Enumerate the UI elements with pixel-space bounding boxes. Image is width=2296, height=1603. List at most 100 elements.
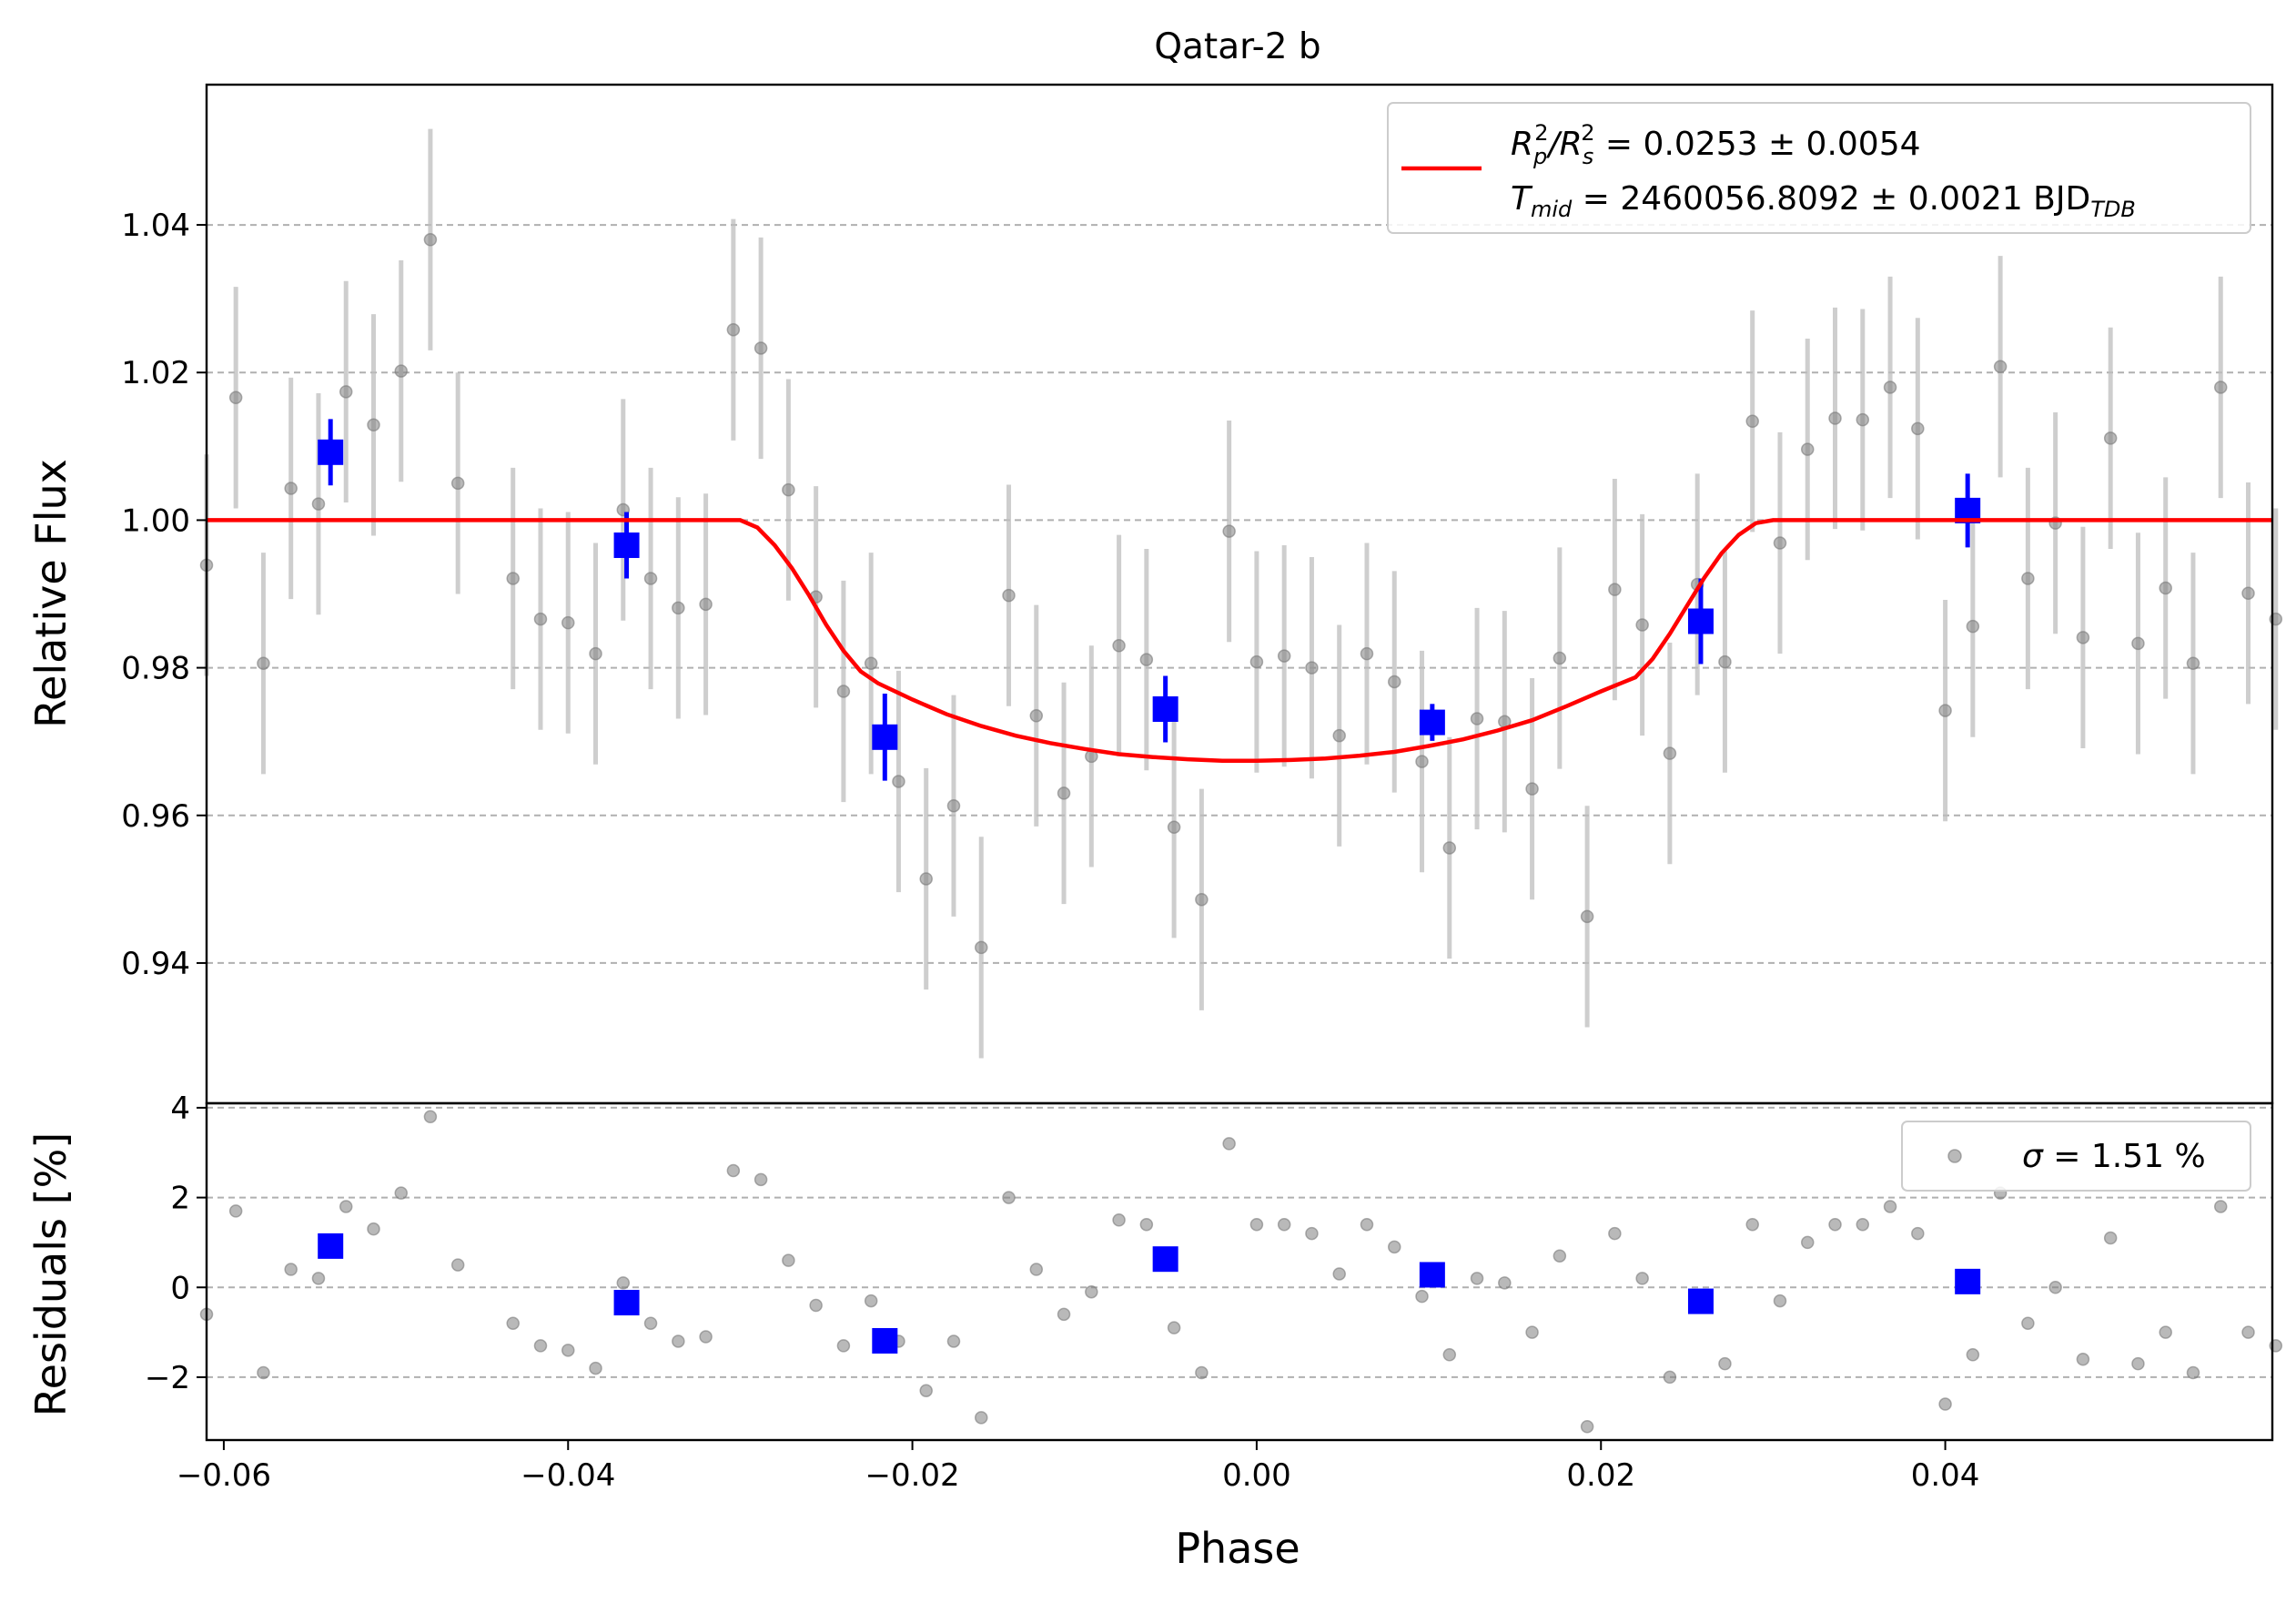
raw-data-point	[672, 601, 685, 615]
residual-point	[1773, 1294, 1787, 1308]
x-tick-label: 0.02	[1566, 1457, 1635, 1494]
residual-point	[1966, 1348, 1980, 1362]
legend-residual-marker	[1947, 1149, 1962, 1163]
flux-y-tick-label: 1.02	[121, 355, 190, 391]
residual-point	[2214, 1200, 2228, 1213]
raw-data-point	[1249, 654, 1264, 669]
binned-data-point	[613, 532, 640, 558]
raw-data-point	[1112, 639, 1126, 653]
flux-y-tick-label: 1.00	[121, 502, 190, 539]
raw-data-point	[1883, 380, 1897, 394]
flux-y-ticks: 0.94 0.96 0.98 1.00 1.02 1.04	[121, 208, 207, 982]
legend-tmid-label: Tmid = 2460056.8092 ± 0.0021 BJDTDB	[1511, 180, 2136, 222]
residuals-y-tick-label: 0	[170, 1270, 190, 1306]
residual-point	[311, 1272, 326, 1285]
raw-data-point	[726, 322, 741, 337]
residual-point	[1085, 1284, 1098, 1299]
residual-point	[1801, 1235, 1815, 1250]
residual-point	[975, 1411, 988, 1425]
residual-point	[1442, 1348, 1457, 1362]
raw-data-point	[1195, 892, 1209, 907]
residual-point	[1745, 1217, 1759, 1232]
residual-point	[450, 1258, 465, 1272]
flux-panel: 0.94 0.96 0.98 1.00 1.02 1.04 Relative Flux R…	[26, 83, 2283, 1105]
residual-point	[1911, 1226, 1925, 1241]
raw-data-point	[1828, 411, 1842, 425]
residual-point	[1663, 1370, 1677, 1385]
raw-data-point	[946, 798, 961, 813]
x-tick-label: −0.04	[521, 1457, 615, 1494]
residual-point	[2103, 1231, 2118, 1245]
raw-data-point	[2214, 380, 2228, 394]
raw-data-point	[643, 572, 658, 585]
raw-data-point	[782, 482, 795, 497]
residual-point	[672, 1334, 685, 1348]
raw-data-point	[1442, 841, 1457, 855]
residuals-raw-points	[199, 1110, 2283, 1434]
flux-gridlines	[207, 224, 2272, 964]
residual-point	[1139, 1217, 1154, 1232]
residuals-axes-frame	[205, 1101, 2274, 1442]
raw-data-point	[892, 775, 905, 788]
raw-data-point	[1856, 412, 1870, 427]
raw-data-point	[589, 646, 602, 661]
residual-point	[1360, 1217, 1374, 1232]
residual-point	[1167, 1321, 1181, 1334]
binned-residual-point	[1687, 1288, 1714, 1314]
raw-data-point	[2159, 581, 2172, 595]
residual-point	[864, 1294, 878, 1308]
raw-data-point	[1745, 414, 1759, 429]
residual-point	[394, 1186, 409, 1200]
raw-data-point	[1938, 704, 1952, 717]
binned-residual-point	[1955, 1268, 1981, 1294]
raw-data-point	[1525, 782, 1539, 796]
flux-y-tick-label: 0.98	[121, 651, 190, 687]
residual-point	[589, 1361, 602, 1375]
raw-data-point	[533, 612, 548, 626]
residual-point	[506, 1316, 520, 1330]
raw-data-point	[339, 385, 353, 399]
residuals-legend-box	[1901, 1121, 2251, 1192]
residual-point	[1608, 1226, 1622, 1241]
x-tick-label: 0.00	[1222, 1457, 1291, 1494]
residual-point	[754, 1172, 768, 1187]
raw-data-point	[2131, 636, 2145, 651]
raw-data-point	[228, 391, 243, 405]
residual-point	[257, 1365, 270, 1380]
residual-point	[1002, 1191, 1016, 1204]
residual-point	[2076, 1352, 2090, 1366]
residual-point	[616, 1276, 631, 1290]
flux-raw-points	[199, 128, 2283, 1059]
binned-data-point	[318, 439, 344, 465]
raw-data-point	[1663, 746, 1677, 760]
residual-point	[1883, 1200, 1897, 1213]
binned-residual-point	[613, 1290, 640, 1316]
residuals-y-axis-label: Residuals [%]	[26, 1132, 76, 1416]
binned-data-point	[1687, 608, 1714, 634]
residuals-y-tick-label: 4	[170, 1091, 190, 1127]
residual-point	[1249, 1217, 1264, 1232]
residual-point	[423, 1110, 438, 1124]
raw-data-point	[1773, 536, 1787, 550]
flux-legend: Rp2/Rs2 = 0.0253 ± 0.0054 Tmid = 2460056…	[1387, 102, 2251, 234]
raw-data-point	[1553, 651, 1567, 665]
residual-point	[1470, 1272, 1484, 1285]
raw-data-point	[2186, 656, 2200, 670]
raw-data-point	[561, 615, 575, 630]
flux-y-tick-label: 0.94	[121, 946, 190, 982]
raw-data-point	[1002, 588, 1016, 603]
raw-data-point	[754, 341, 768, 355]
raw-data-point	[1057, 786, 1071, 800]
raw-data-point	[1801, 442, 1815, 456]
raw-data-point	[1635, 618, 1649, 632]
raw-data-point	[450, 476, 465, 491]
residual-point	[1553, 1249, 1567, 1263]
residual-point	[367, 1222, 380, 1236]
raw-data-point	[1415, 755, 1429, 768]
raw-data-point	[394, 364, 409, 378]
raw-data-point	[1993, 360, 2008, 374]
raw-data-point	[1911, 421, 1925, 436]
residual-point	[1277, 1217, 1291, 1232]
raw-data-point	[699, 597, 713, 612]
residual-point	[643, 1316, 658, 1330]
